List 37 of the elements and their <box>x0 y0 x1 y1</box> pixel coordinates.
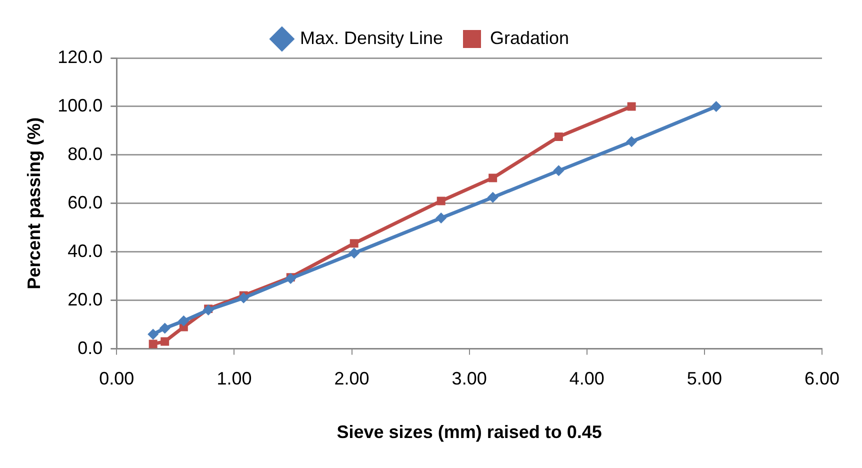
point <box>160 337 170 346</box>
x-axis-title: Sieve sizes (mm) raised to 0.45 <box>336 422 602 442</box>
x-tick-label: 6.00 <box>804 368 840 389</box>
point <box>285 273 296 284</box>
point <box>202 304 214 316</box>
point <box>436 196 446 206</box>
x-tick-label: 4.00 <box>569 368 604 389</box>
point <box>488 174 498 182</box>
x-tick-label: 1.00 <box>216 368 252 389</box>
point <box>350 239 358 248</box>
point <box>348 248 360 259</box>
point <box>159 322 170 334</box>
point <box>627 102 636 111</box>
x-tick-label: 5.00 <box>686 368 722 389</box>
y-tick-label: 100.0 <box>58 95 103 116</box>
legend-label: Max. Density Line <box>300 28 444 48</box>
x-tick-label: 0.00 <box>99 368 134 389</box>
y-tick-label: 60.0 <box>68 192 103 212</box>
legend-label: Gradation <box>490 28 570 48</box>
y-tick-label: 40.0 <box>68 240 103 261</box>
y-axis-title: Percent passing (%) <box>24 117 44 290</box>
point <box>148 340 158 348</box>
y-tick-label: 80.0 <box>68 144 103 164</box>
point <box>626 136 638 148</box>
point <box>148 328 159 340</box>
y-tick-label: 20.0 <box>68 289 103 310</box>
x-tick-label: 2.00 <box>334 368 370 389</box>
point <box>238 292 250 304</box>
y-tick-label: 0.0 <box>78 338 103 358</box>
point <box>436 212 447 224</box>
y-tick-label: 120.0 <box>58 46 103 67</box>
point <box>487 192 498 203</box>
point <box>554 132 563 141</box>
point <box>178 315 190 326</box>
point <box>553 165 564 176</box>
point <box>710 100 722 112</box>
x-tick-label: 3.00 <box>452 368 487 389</box>
